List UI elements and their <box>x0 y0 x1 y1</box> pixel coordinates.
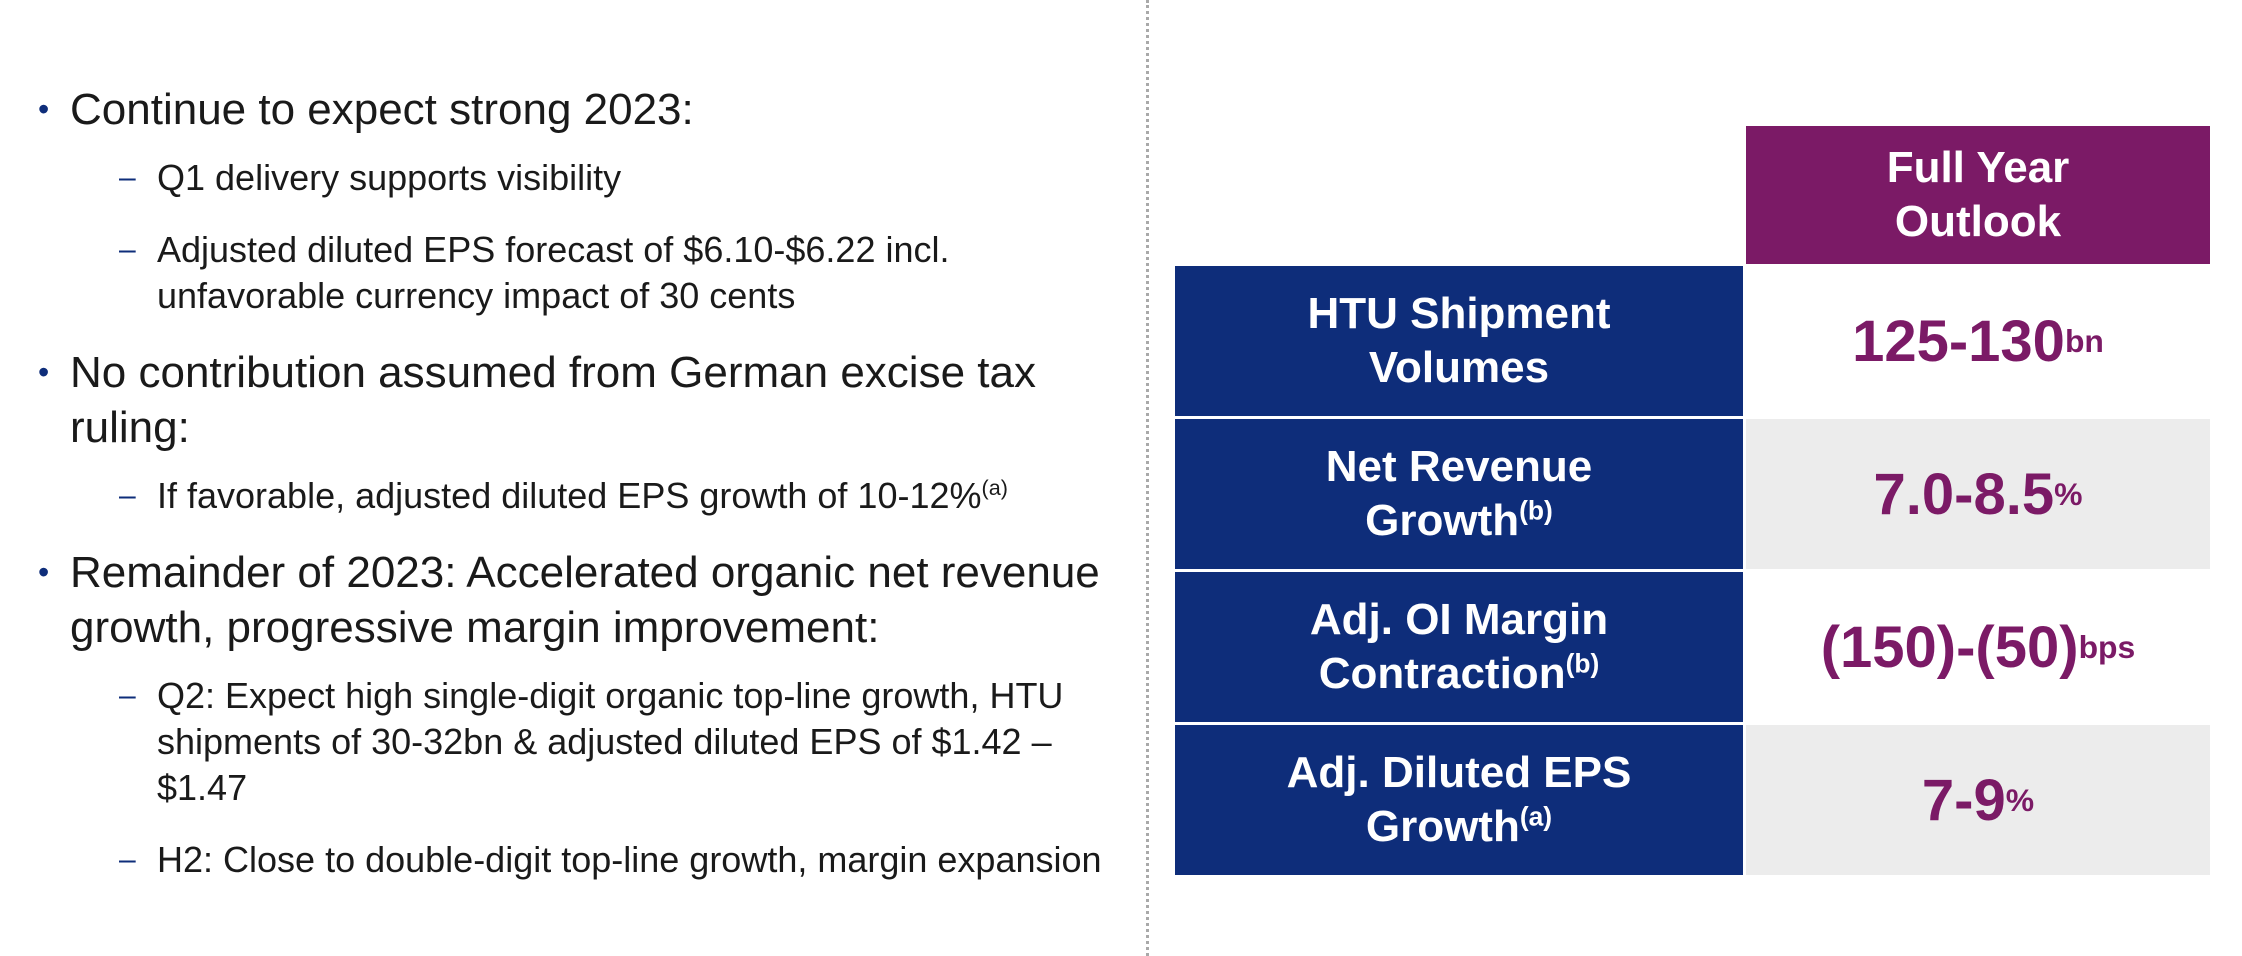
row-label-line: Volumes <box>1368 343 1550 392</box>
outlook-commentary: • Continue to expect strong 2023: – Q1 d… <box>34 82 1114 883</box>
row-value: 7-9% <box>1746 725 2210 875</box>
value-text: 7.0-8.5 <box>1873 461 2055 527</box>
bullet-text: Remainder of 2023: Accelerated organic n… <box>70 548 1100 652</box>
row-value: 7.0-8.5% <box>1746 419 2210 569</box>
footnote-marker: (a) <box>981 475 1008 500</box>
row-label-line: Contraction <box>1318 649 1566 698</box>
bullet-dot-icon: • <box>38 91 50 127</box>
bullet-text: Continue to expect strong 2023: <box>70 85 694 134</box>
footnote-marker: (b) <box>1565 648 1600 679</box>
sub-bullet-item: – H2: Close to double-digit top-line gro… <box>34 837 1114 883</box>
bullet-dot-icon: • <box>38 354 50 390</box>
table-row: HTU Shipment Volumes 125-130 bn <box>1175 266 2210 416</box>
row-label-line: Net Revenue <box>1325 442 1593 491</box>
dash-icon: – <box>119 161 136 194</box>
bullet-item: • Remainder of 2023: Accelerated organic… <box>34 545 1114 655</box>
footnote-marker: (a) <box>1519 801 1553 832</box>
full-year-outlook-header: Full Year Outlook <box>1746 126 2210 264</box>
sub-bullet-text: If favorable, adjusted diluted EPS growt… <box>157 475 982 516</box>
row-label: Net Revenue Growth(b) <box>1175 419 1743 569</box>
bullet-item: • Continue to expect strong 2023: <box>34 82 1114 137</box>
sub-bullet-item: – Q2: Expect high single-digit organic t… <box>34 673 1114 811</box>
value-text: 125-130 <box>1852 308 2065 374</box>
bullet-dot-icon: • <box>38 554 50 590</box>
header-line: Outlook <box>1894 197 2062 246</box>
outlook-table: HTU Shipment Volumes 125-130 bn Net Reven… <box>1175 266 2210 878</box>
table-row: Adj. Diluted EPS Growth(a) 7-9% <box>1175 725 2210 875</box>
row-label: Adj. Diluted EPS Growth(a) <box>1175 725 1743 875</box>
header-line: Full Year <box>1886 143 2070 192</box>
row-label-line: Growth <box>1365 496 1520 545</box>
sub-bullet-item: – Q1 delivery supports visibility <box>34 155 1114 201</box>
column-divider <box>1146 0 1149 956</box>
row-value: (150)-(50) bps <box>1746 572 2210 722</box>
dash-icon: – <box>119 233 136 266</box>
dash-icon: – <box>119 843 136 876</box>
bullet-item: • No contribution assumed from German ex… <box>34 345 1114 455</box>
footnote-marker: (b) <box>1519 495 1553 526</box>
sub-bullet-item: – Adjusted diluted EPS forecast of $6.10… <box>34 227 1114 319</box>
value-text: (150)-(50) <box>1820 614 2079 680</box>
row-label: HTU Shipment Volumes <box>1175 266 1743 416</box>
row-label: Adj. OI Margin Contraction(b) <box>1175 572 1743 722</box>
table-row: Adj. OI Margin Contraction(b) (150)-(50)… <box>1175 572 2210 722</box>
row-label-line: Adj. OI Margin <box>1309 595 1609 644</box>
row-label-line: HTU Shipment <box>1307 289 1611 338</box>
dash-icon: – <box>119 679 136 712</box>
value-text: 7-9 <box>1921 767 2006 833</box>
row-value: 125-130 bn <box>1746 266 2210 416</box>
row-label-line: Growth <box>1365 802 1520 851</box>
sub-bullet-text: Q2: Expect high single-digit organic top… <box>157 675 1064 808</box>
sub-bullet-item: – If favorable, adjusted diluted EPS gro… <box>34 473 1114 519</box>
bullet-text: No contribution assumed from German exci… <box>70 348 1036 452</box>
sub-bullet-text: H2: Close to double-digit top-line growt… <box>157 839 1102 880</box>
table-row: Net Revenue Growth(b) 7.0-8.5% <box>1175 419 2210 569</box>
row-label-line: Adj. Diluted EPS <box>1286 748 1632 797</box>
dash-icon: – <box>119 479 136 512</box>
sub-bullet-text: Adjusted diluted EPS forecast of $6.10-$… <box>157 229 950 316</box>
sub-bullet-text: Q1 delivery supports visibility <box>157 157 622 198</box>
